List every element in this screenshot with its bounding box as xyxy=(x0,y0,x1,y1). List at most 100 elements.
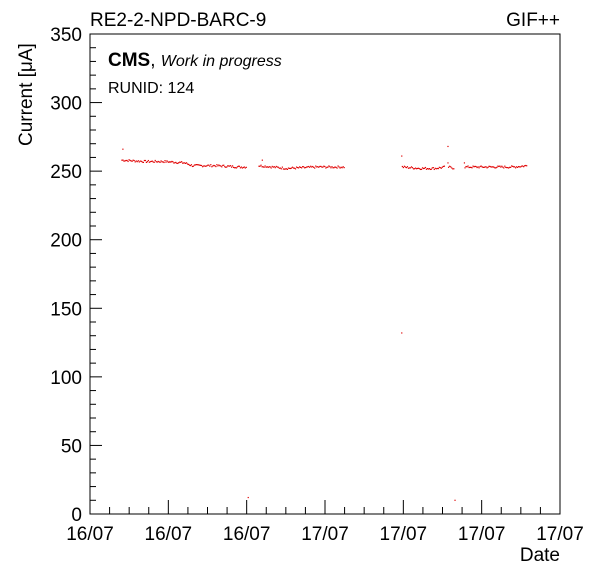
data-point xyxy=(443,165,446,167)
data-point xyxy=(285,168,288,170)
data-point xyxy=(479,165,481,168)
data-point xyxy=(168,161,170,163)
data-point xyxy=(182,162,184,164)
x-axis-label: Date xyxy=(519,545,560,566)
data-point xyxy=(500,166,502,168)
data-point xyxy=(333,167,335,169)
data-point xyxy=(404,166,407,168)
data-point xyxy=(134,161,136,163)
data-point xyxy=(232,166,235,169)
data-point xyxy=(291,166,294,168)
data-point xyxy=(198,164,201,166)
data-point xyxy=(518,165,520,168)
data-point xyxy=(161,161,163,163)
data-point xyxy=(317,166,319,168)
data-point xyxy=(315,165,317,167)
data-point xyxy=(179,161,181,163)
data-point xyxy=(329,166,331,168)
data-point xyxy=(504,165,506,167)
data-point xyxy=(171,160,173,163)
data-point xyxy=(159,161,161,163)
data-point xyxy=(185,162,188,164)
data-point xyxy=(477,166,479,168)
data-point xyxy=(187,163,190,166)
data-point xyxy=(303,166,305,168)
data-point xyxy=(245,166,247,168)
data-point xyxy=(181,161,183,163)
data-point xyxy=(520,166,522,168)
data-point xyxy=(467,165,469,167)
data-point xyxy=(243,166,245,168)
data-point xyxy=(426,168,429,170)
data-point xyxy=(235,167,238,169)
data-point xyxy=(320,165,322,168)
data-point xyxy=(328,165,330,167)
data-point xyxy=(423,167,426,169)
data-point xyxy=(293,167,296,169)
data-point xyxy=(150,160,152,163)
data-point xyxy=(489,165,491,168)
data-segment xyxy=(258,164,345,170)
data-point xyxy=(323,165,325,167)
data-point xyxy=(496,166,498,168)
data-point xyxy=(494,167,496,169)
data-point xyxy=(197,164,200,166)
cms-label: CMS, Work in progress xyxy=(108,50,282,71)
data-point xyxy=(502,166,504,168)
data-point xyxy=(286,168,289,170)
data-point xyxy=(435,168,437,170)
status-label: Work in progress xyxy=(160,53,282,70)
data-point xyxy=(126,159,128,162)
data-point xyxy=(244,167,246,169)
data-point xyxy=(498,165,500,168)
data-point xyxy=(408,167,411,169)
plot-frame xyxy=(89,33,561,515)
data-point xyxy=(512,165,514,167)
data-point xyxy=(207,164,209,166)
data-point xyxy=(236,166,239,168)
data-point xyxy=(492,166,494,168)
data-point xyxy=(192,165,195,167)
data-point xyxy=(314,167,316,169)
data-point xyxy=(129,159,131,162)
outlier-point xyxy=(401,332,403,334)
data-point xyxy=(223,164,225,166)
data-point xyxy=(214,165,216,167)
data-point xyxy=(451,167,453,169)
y-tick-label: 50 xyxy=(61,436,82,457)
outlier-point xyxy=(463,162,466,164)
data-point xyxy=(430,168,432,170)
data-point xyxy=(501,165,503,167)
data-series xyxy=(121,145,528,501)
data-point xyxy=(417,167,420,169)
data-point xyxy=(296,166,299,169)
data-point xyxy=(321,166,323,168)
data-point xyxy=(138,161,140,163)
data-point xyxy=(516,166,518,168)
data-point xyxy=(167,161,169,163)
data-point xyxy=(524,165,526,167)
data-point xyxy=(318,166,320,168)
data-point xyxy=(269,166,271,168)
data-point xyxy=(145,161,148,163)
data-point xyxy=(334,166,336,168)
data-point xyxy=(288,167,291,169)
data-point xyxy=(140,160,142,162)
data-point xyxy=(339,167,341,169)
data-point xyxy=(419,168,421,170)
data-point xyxy=(409,167,412,169)
data-point xyxy=(229,165,231,167)
data-point xyxy=(144,159,147,162)
data-point xyxy=(137,160,139,162)
data-point xyxy=(209,165,211,167)
data-point xyxy=(313,166,315,168)
data-point xyxy=(193,164,196,166)
data-point xyxy=(225,166,227,168)
data-point xyxy=(283,168,285,170)
data-point xyxy=(123,160,125,162)
data-point xyxy=(127,160,129,163)
data-point xyxy=(402,166,404,169)
data-point xyxy=(412,168,415,170)
data-point xyxy=(218,164,220,166)
data-point xyxy=(143,159,146,162)
